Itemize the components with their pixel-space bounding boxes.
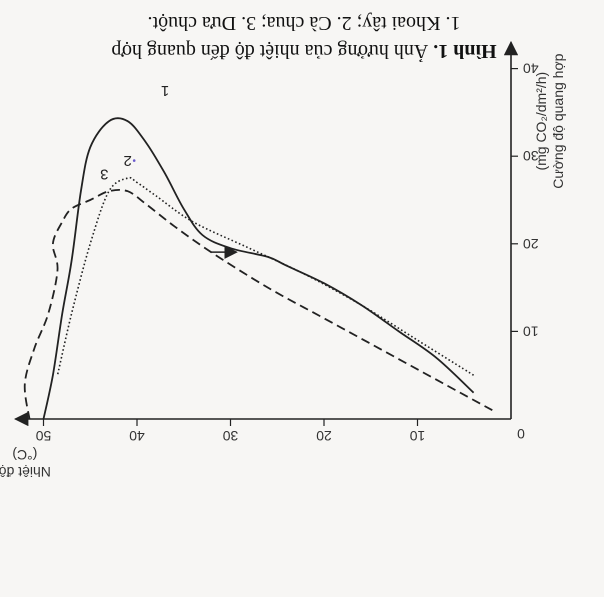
caption-prefix: Hình 1.: [433, 40, 497, 62]
curve-1: [42, 117, 475, 420]
y-tick-label: 30: [523, 148, 539, 164]
x-axis-label: Nhiệt độ(°C): [0, 447, 51, 480]
y-axis-label: Cường độ quang hợp(mg CO₂/dm²/h): [533, 53, 566, 188]
y-tick-label: 10: [523, 323, 539, 339]
caption-legend: 1. Khoai tây; 2. Cà chua; 3. Dưa chuột.: [147, 12, 461, 34]
curve-2: [56, 176, 475, 376]
y-tick-label: 20: [523, 236, 539, 252]
curve-label-2: 2: [123, 152, 131, 169]
x-tick-label: 30: [223, 428, 239, 444]
x-tick-label: 40: [129, 428, 145, 444]
figure-caption: Hình 1. Ảnh hưởng của nhiệt độ đến quang…: [14, 9, 594, 65]
origin-label: 0: [517, 426, 525, 442]
x-tick-label: 20: [316, 428, 332, 444]
x-tick-label: 10: [410, 428, 426, 444]
curve-label-3: 3: [100, 165, 108, 182]
stray-dot: [132, 159, 136, 162]
y-tick-label: 40: [523, 61, 539, 77]
curve-label-1: 1: [161, 82, 169, 99]
caption-title: Ảnh hưởng của nhiệt độ đến quang hợp: [111, 40, 429, 62]
x-tick-label: 50: [36, 428, 52, 444]
curve-3: [23, 188, 493, 420]
